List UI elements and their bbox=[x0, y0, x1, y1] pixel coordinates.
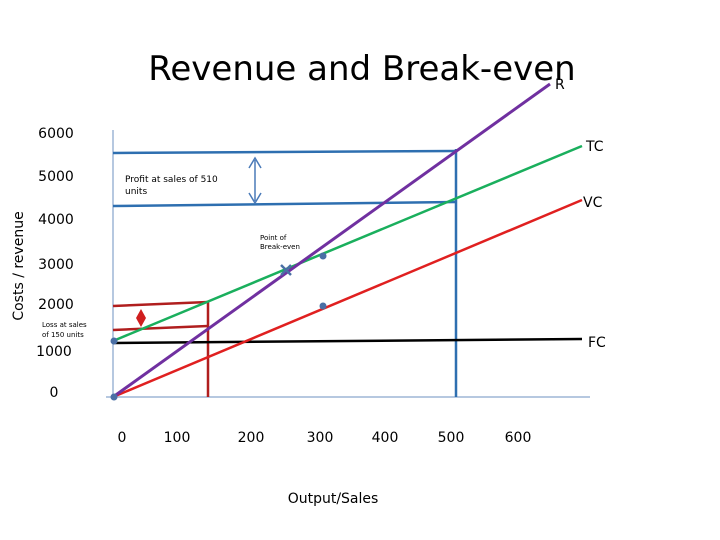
profit-annotation-line1: Profit at sales of 510 bbox=[125, 175, 218, 185]
series-label-total-cost: TC bbox=[585, 139, 604, 155]
data-point bbox=[110, 337, 118, 345]
y-tick-label: 5000 bbox=[38, 169, 74, 185]
x-tick-label: 500 bbox=[438, 430, 465, 446]
x-tick-label: 400 bbox=[372, 430, 399, 446]
profit-annotation: Profit at sales of 510 units bbox=[125, 175, 221, 197]
data-point bbox=[319, 302, 327, 310]
y-tick-label: 6000 bbox=[38, 126, 74, 142]
profit-gap-arrow-top bbox=[248, 156, 262, 169]
x-tick-label: 200 bbox=[238, 430, 265, 446]
y-tick-label: 1000 bbox=[36, 344, 72, 360]
break-even-point-marker bbox=[280, 264, 292, 276]
breakeven-annotation-line1: Point of bbox=[260, 234, 287, 242]
loss-annotation: Loss at sales of 150 units bbox=[42, 321, 89, 339]
breakeven-annotation: Point of Break-even bbox=[260, 234, 300, 251]
profit-gap-arrow-bottom bbox=[248, 192, 262, 205]
breakeven-annotation-line2: Break-even bbox=[260, 243, 300, 251]
x-tick-label: 100 bbox=[164, 430, 191, 446]
y-tick-label: 2000 bbox=[38, 297, 74, 313]
profit-cost-guide bbox=[112, 200, 457, 208]
loss-annotation-line2: of 150 units bbox=[42, 331, 84, 339]
chart-title: Revenue and Break-even bbox=[148, 49, 575, 89]
fixed-cost-line bbox=[112, 337, 583, 345]
y-tick-label: 4000 bbox=[38, 212, 74, 228]
loss-gap-marker bbox=[136, 309, 146, 327]
series-label-revenue: R bbox=[555, 77, 565, 93]
loss-cost-guide bbox=[112, 300, 209, 308]
loss-revenue-guide bbox=[112, 324, 209, 332]
total-cost-line bbox=[112, 144, 583, 343]
variable-cost-line bbox=[112, 198, 583, 399]
series-label-fixed-cost: FC bbox=[588, 335, 606, 351]
x-tick-label: 300 bbox=[307, 430, 334, 446]
x-tick-label: 600 bbox=[505, 430, 532, 446]
y-tick-label: 3000 bbox=[38, 257, 74, 273]
series-label-variable-cost: VC bbox=[583, 195, 603, 211]
x-axis-title: Output/Sales bbox=[288, 491, 379, 507]
revenue-line bbox=[112, 82, 551, 399]
y-axis-title: Costs / revenue bbox=[11, 211, 27, 320]
y-tick-label: 0 bbox=[50, 385, 59, 401]
profit-annotation-line2: units bbox=[125, 187, 147, 197]
loss-annotation-line1: Loss at sales bbox=[42, 321, 87, 329]
data-point bbox=[110, 393, 118, 401]
x-tick-label: 0 bbox=[118, 430, 127, 446]
data-point bbox=[319, 252, 327, 260]
profit-revenue-guide bbox=[112, 149, 457, 155]
